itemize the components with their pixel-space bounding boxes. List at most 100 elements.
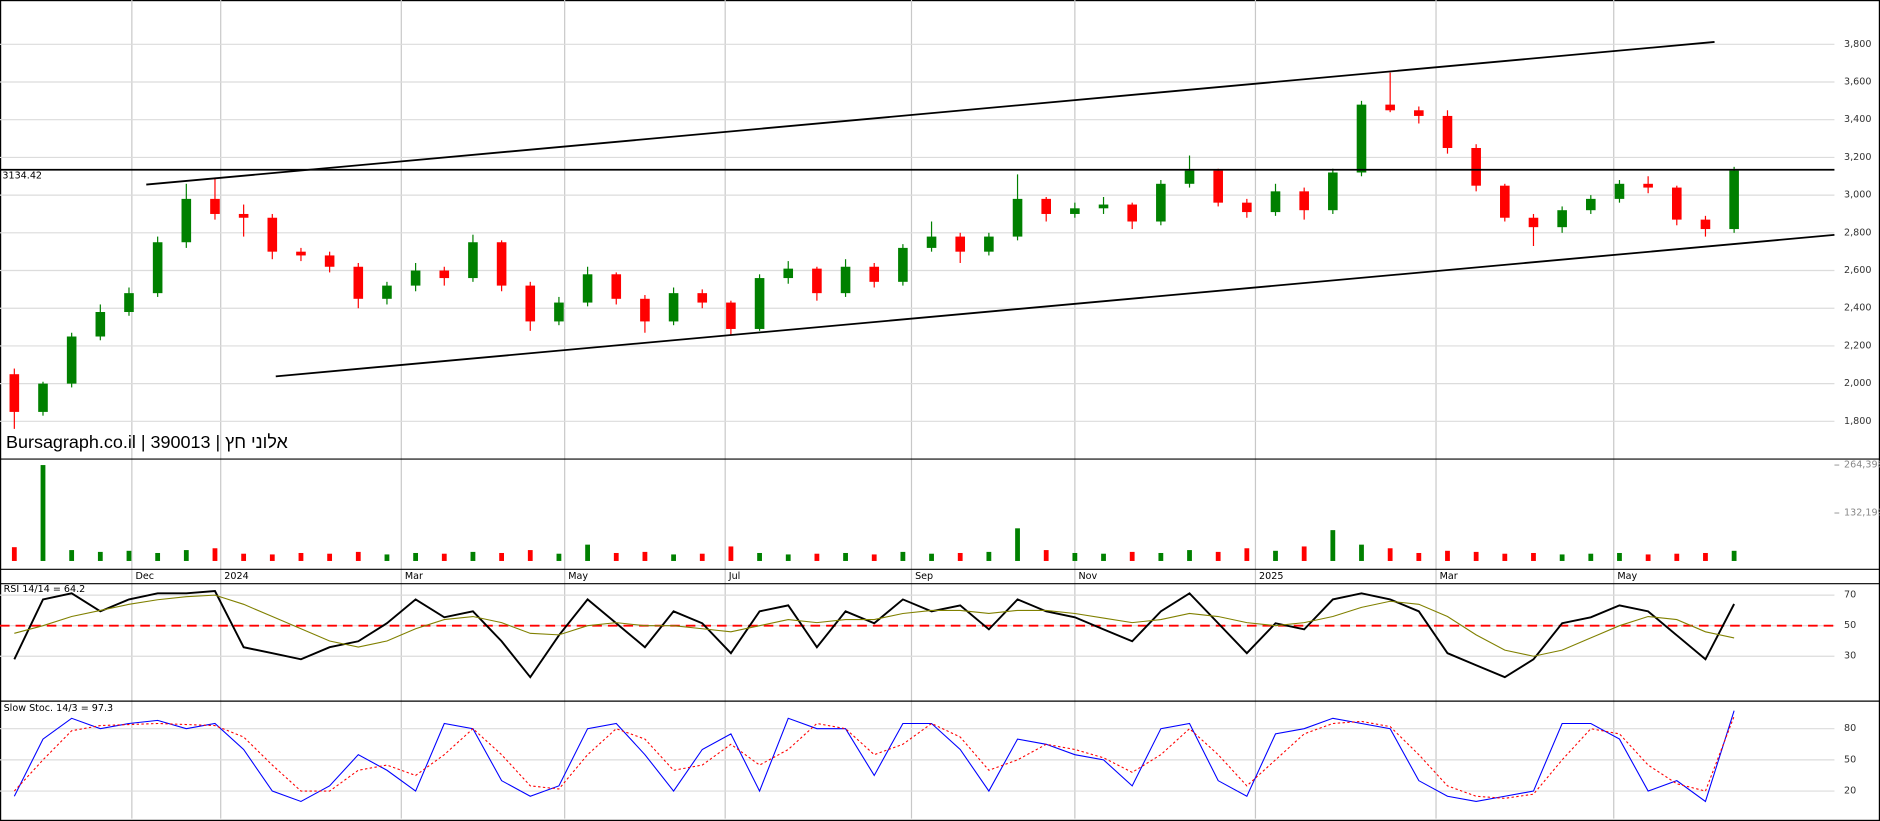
volume-bar xyxy=(757,553,762,561)
candle-body xyxy=(1328,172,1338,210)
x-tick-label: Mar xyxy=(1440,571,1458,582)
volume-bar xyxy=(471,552,476,561)
volume-bar xyxy=(585,545,590,561)
candle-body xyxy=(468,242,478,278)
last-price-label: 3134.42 xyxy=(2,170,42,181)
candle-body xyxy=(1099,205,1109,209)
stoch-title: Slow Stoc. 14/3 = 97.3 xyxy=(4,703,114,714)
candle-body xyxy=(1701,220,1711,229)
candle-body xyxy=(1271,191,1281,212)
volume-bar xyxy=(442,554,447,561)
candle-body xyxy=(325,255,335,266)
volume-bar xyxy=(1359,545,1364,561)
x-tick-label: Nov xyxy=(1078,571,1097,582)
candle-body xyxy=(210,199,220,214)
candle-body xyxy=(1672,188,1682,220)
y-tick-label: 3,000 xyxy=(1844,190,1871,201)
volume-bar xyxy=(1388,548,1393,561)
y-tick-label: 3,600 xyxy=(1844,77,1871,88)
candle-body xyxy=(1185,171,1195,184)
x-tick-label: 2025 xyxy=(1259,571,1283,582)
volume-bar xyxy=(1072,553,1077,561)
candle-body xyxy=(1529,218,1539,227)
volume-bar xyxy=(1560,554,1565,561)
volume-bar xyxy=(98,552,103,561)
volume-bar xyxy=(327,554,332,561)
volume-bar xyxy=(958,553,963,561)
volume-bar xyxy=(614,553,619,561)
candle-body xyxy=(268,218,278,252)
volume-bar xyxy=(41,465,46,561)
candle-body xyxy=(1586,199,1596,210)
volume-bar xyxy=(1187,550,1192,561)
volume-bar xyxy=(1130,552,1135,561)
volume-bar xyxy=(528,550,533,561)
x-tick-label: Mar xyxy=(405,571,423,582)
candle-body xyxy=(611,274,621,299)
candle-body xyxy=(239,214,249,218)
candle-body xyxy=(1213,171,1223,203)
candle-body xyxy=(1070,208,1080,214)
candle-body xyxy=(124,293,134,312)
candle-body xyxy=(153,242,163,293)
volume-bar xyxy=(843,553,848,561)
candle-body xyxy=(841,267,851,293)
volume-bar xyxy=(1015,528,1020,561)
volume-bar xyxy=(1502,554,1507,561)
volume-bar xyxy=(12,547,17,561)
y-tick-label: 30 xyxy=(1844,651,1856,662)
candle-body xyxy=(1041,199,1051,214)
volume-bar xyxy=(815,554,820,561)
candle-body xyxy=(497,242,507,285)
candle-body xyxy=(1443,116,1453,148)
volume-bar xyxy=(1101,554,1106,561)
y-tick-label: 80 xyxy=(1844,723,1856,734)
candle-body xyxy=(955,237,965,252)
candle-body xyxy=(1127,205,1137,222)
candle-body xyxy=(726,303,736,329)
y-tick-label: 50 xyxy=(1844,620,1856,631)
volume-bar xyxy=(1703,553,1708,561)
volume-bar xyxy=(1531,553,1536,561)
volume-bar xyxy=(155,553,160,561)
volume-bar xyxy=(729,546,734,561)
candle-body xyxy=(898,248,908,282)
candle-body xyxy=(1385,105,1395,111)
candle-body xyxy=(640,299,650,322)
candle-body xyxy=(525,286,535,322)
y-tick-label: 70 xyxy=(1844,590,1856,601)
y-tick-label: 3,200 xyxy=(1844,152,1871,163)
candle-body xyxy=(96,312,106,337)
candle-body xyxy=(554,303,564,322)
volume-bar xyxy=(499,553,504,561)
x-tick-label: Jul xyxy=(728,571,741,582)
candle-body xyxy=(382,286,392,299)
candle-body xyxy=(1643,184,1653,188)
volume-bar xyxy=(643,552,648,561)
candle-body xyxy=(296,252,306,256)
volume-bar xyxy=(1302,546,1307,561)
volume-bar xyxy=(1273,551,1278,561)
x-tick-label: May xyxy=(568,571,588,582)
candle-body xyxy=(697,293,707,302)
x-tick-label: Dec xyxy=(135,571,154,582)
volume-bar xyxy=(1445,551,1450,561)
candle-body xyxy=(1299,191,1309,210)
candle-body xyxy=(1500,186,1510,218)
volume-bar xyxy=(1646,554,1651,561)
candle-body xyxy=(1013,199,1023,237)
y-tick-label: 2,000 xyxy=(1844,378,1871,389)
candle-body xyxy=(353,267,363,299)
volume-bar xyxy=(1674,554,1679,561)
volume-bar xyxy=(385,554,390,561)
volume-bar xyxy=(671,554,676,561)
rsi-title: RSI 14/14 = 64.2 xyxy=(4,584,86,595)
candle-body xyxy=(783,269,793,278)
candle-body xyxy=(927,237,937,248)
candle-body xyxy=(984,237,994,252)
volume-bar xyxy=(1588,554,1593,561)
candle-body xyxy=(1156,184,1166,222)
volume-bar xyxy=(69,550,74,561)
